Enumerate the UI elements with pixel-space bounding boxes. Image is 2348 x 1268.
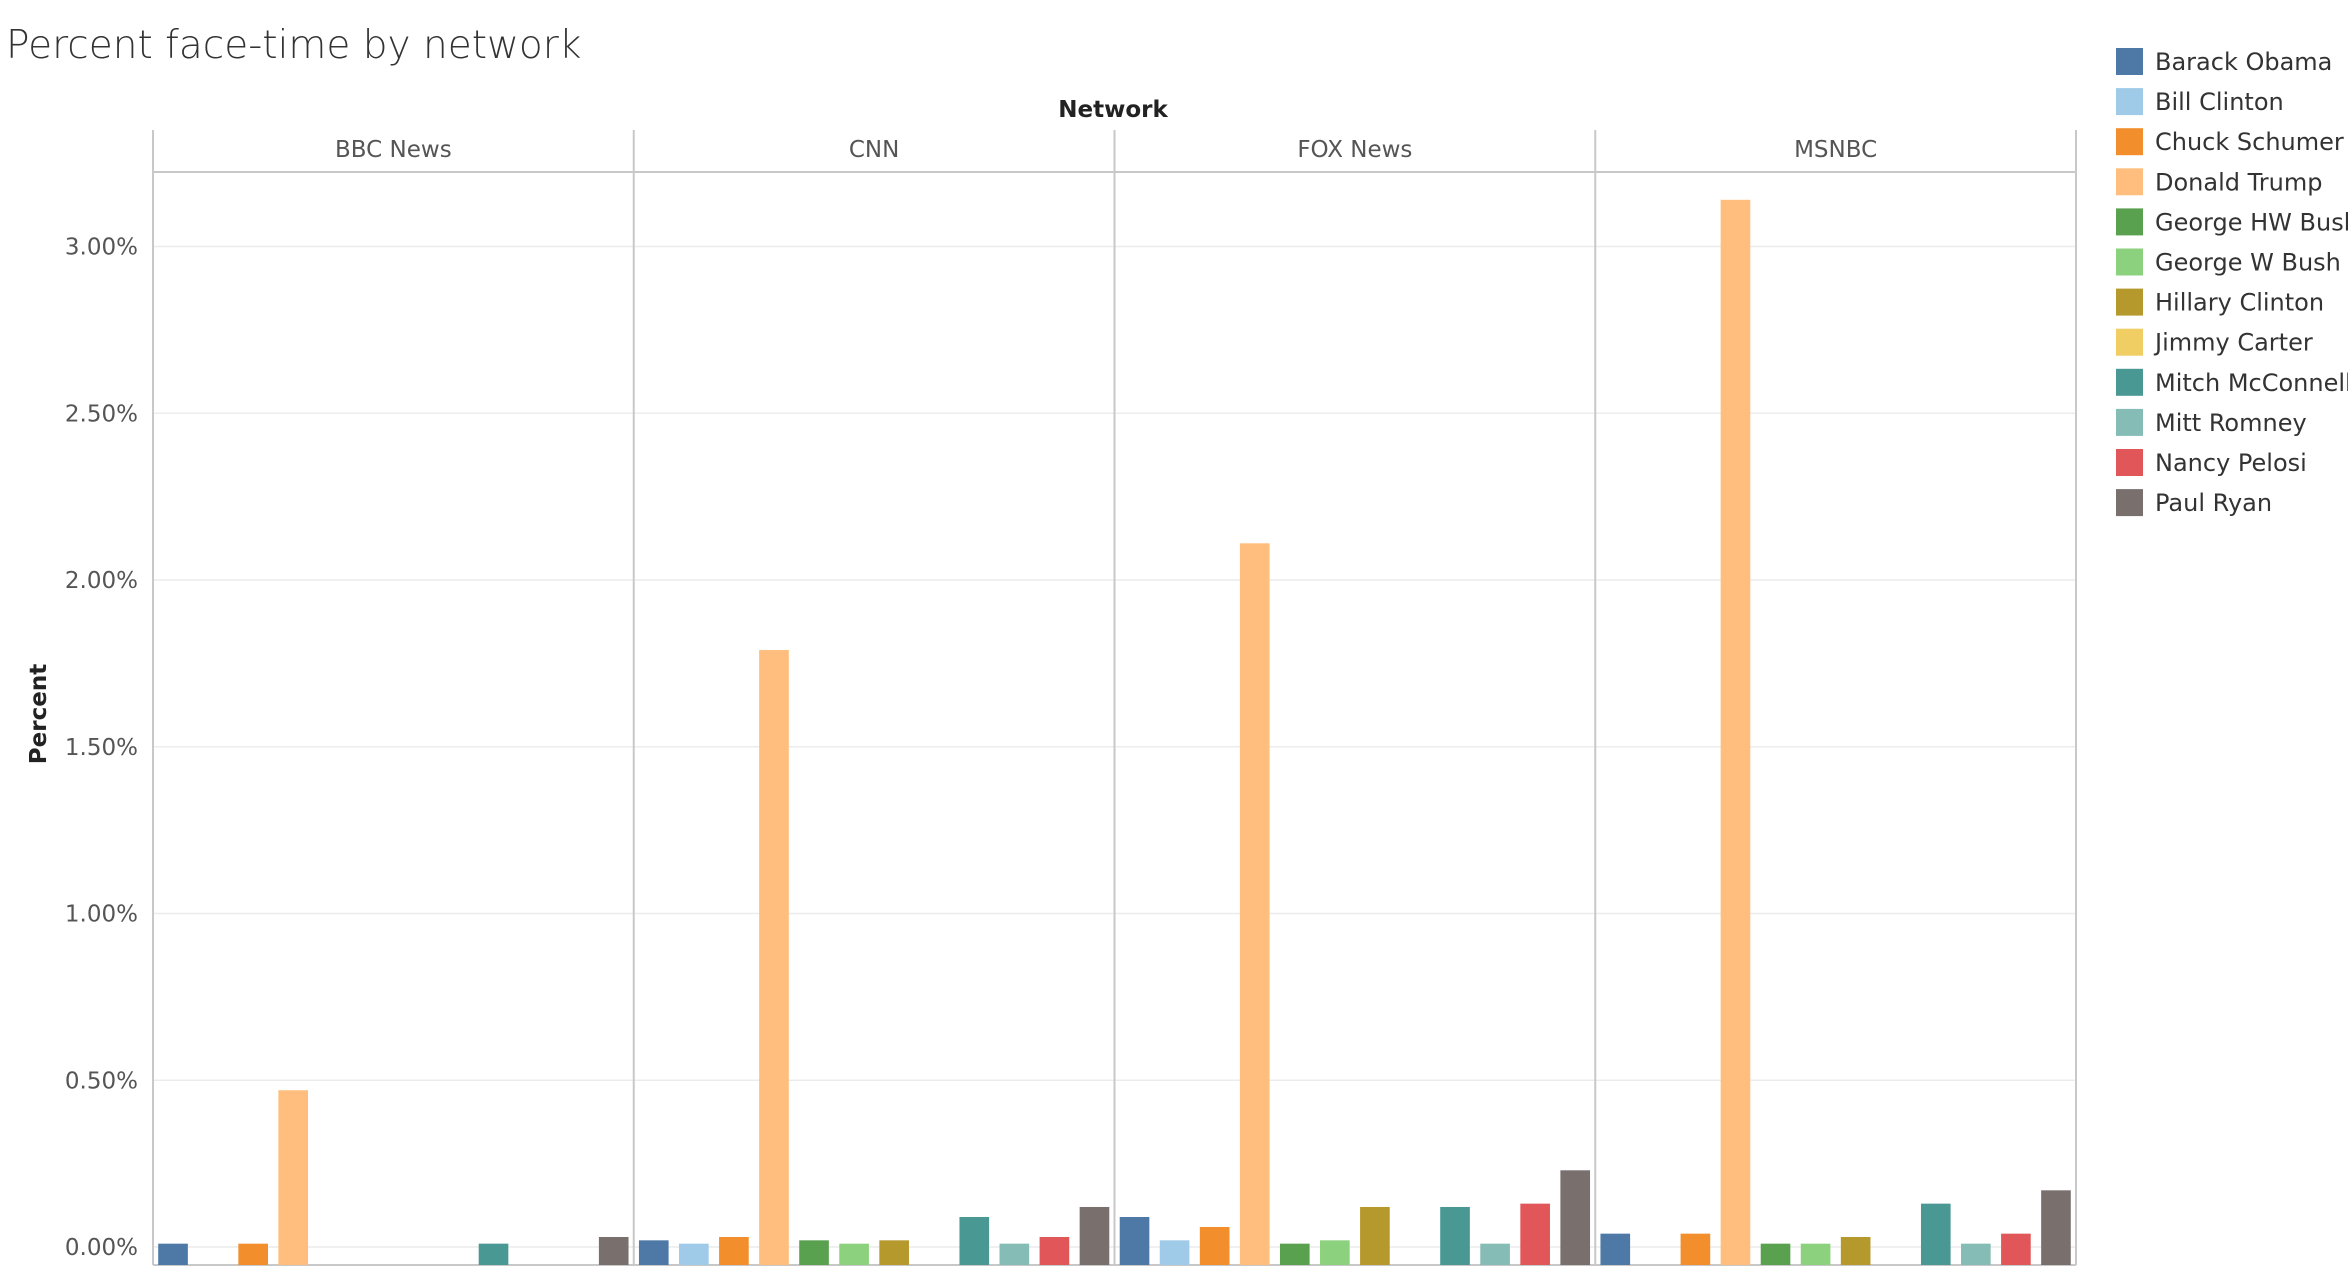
bar	[1920, 1203, 1951, 1265]
y-tick-label: 0.50%	[65, 1068, 138, 1094]
bar	[1560, 1170, 1591, 1265]
legend-label: Bill Clinton	[2155, 88, 2284, 116]
bar	[679, 1243, 709, 1265]
bar	[1159, 1240, 1190, 1265]
bar	[1239, 543, 1270, 1265]
legend-swatch	[2116, 128, 2143, 156]
legend-label: Mitt Romney	[2155, 409, 2307, 437]
facet-label: CNN	[849, 137, 899, 163]
bar	[1480, 1243, 1510, 1265]
legend-label: Donald Trump	[2155, 168, 2322, 196]
legend-label: Hillary Clinton	[2155, 289, 2324, 317]
bar	[1720, 199, 1751, 1265]
legend-swatch	[2116, 449, 2143, 476]
bar	[1119, 1216, 1150, 1265]
bar	[1760, 1243, 1791, 1265]
legend-label: Nancy Pelosi	[2155, 449, 2307, 477]
bar	[1520, 1203, 1550, 1265]
legend: Barack Obama Bill Clinton Chuck Schumer Don…	[2116, 48, 2348, 517]
facet-label: BBC News	[335, 137, 452, 163]
legend-label: Mitch McConnell	[2155, 369, 2348, 397]
bar	[799, 1240, 829, 1265]
bars	[158, 199, 2071, 1265]
y-tick-label: 2.50%	[65, 401, 138, 427]
legend-swatch	[2116, 408, 2143, 436]
bar	[879, 1240, 909, 1265]
bar	[2001, 1233, 2031, 1265]
column-axis-title: Network	[1058, 97, 1168, 123]
y-tick-label: 1.00%	[65, 902, 138, 928]
chart-title: Percent face-time by network	[6, 23, 581, 68]
bar	[2041, 1190, 2071, 1265]
bar	[638, 1240, 669, 1265]
bar	[719, 1236, 749, 1265]
panel-frames	[152, 130, 2077, 1266]
facet-labels: BBC News CNN FOX News MSNBC	[335, 137, 1877, 163]
y-axis-title: Percent	[26, 664, 52, 764]
bar	[278, 1090, 309, 1265]
bar	[999, 1243, 1030, 1265]
bar	[1360, 1206, 1390, 1265]
bar	[959, 1216, 990, 1265]
legend-swatch	[2116, 208, 2143, 236]
bar	[1039, 1236, 1070, 1265]
legend-label: George HW Bush	[2155, 208, 2348, 236]
bar	[598, 1236, 629, 1265]
bar	[1800, 1243, 1831, 1265]
bar	[1279, 1243, 1310, 1265]
facet-label: MSNBC	[1794, 137, 1877, 163]
bar	[1440, 1206, 1470, 1265]
legend-swatch	[2116, 248, 2143, 276]
legend-label: Paul Ryan	[2155, 489, 2272, 517]
legend-swatch	[2116, 88, 2143, 116]
bar	[1680, 1233, 1711, 1265]
bar	[1961, 1243, 1991, 1265]
bar	[1840, 1236, 1871, 1265]
y-axis-ticks: 0.00% 0.50% 1.00% 1.50% 2.00% 2.50% 3.00%	[65, 235, 138, 1262]
bar	[759, 650, 789, 1265]
legend-label: Chuck Schumer	[2155, 128, 2344, 156]
y-tick-label: 0.00%	[65, 1235, 138, 1261]
y-tick-label: 1.50%	[65, 735, 138, 761]
facet-label: FOX News	[1297, 137, 1412, 163]
bar	[1320, 1240, 1350, 1265]
legend-swatch	[2116, 489, 2143, 517]
y-tick-label: 2.00%	[65, 568, 138, 594]
legend-swatch	[2116, 368, 2143, 396]
bar	[238, 1243, 268, 1265]
bar	[478, 1243, 509, 1265]
bar	[1079, 1206, 1110, 1265]
legend-swatch	[2116, 328, 2143, 356]
legend-label: Jimmy Carter	[2153, 329, 2313, 357]
bar	[839, 1243, 869, 1265]
legend-swatch	[2116, 48, 2143, 75]
legend-label: George W Bush	[2155, 249, 2341, 277]
y-tick-label: 3.00%	[65, 235, 138, 261]
bar	[1199, 1226, 1230, 1265]
legend-swatch	[2116, 288, 2143, 316]
legend-label: Barack Obama	[2155, 48, 2332, 76]
bar	[158, 1243, 188, 1265]
legend-swatch	[2116, 168, 2143, 196]
bar	[1600, 1233, 1631, 1265]
